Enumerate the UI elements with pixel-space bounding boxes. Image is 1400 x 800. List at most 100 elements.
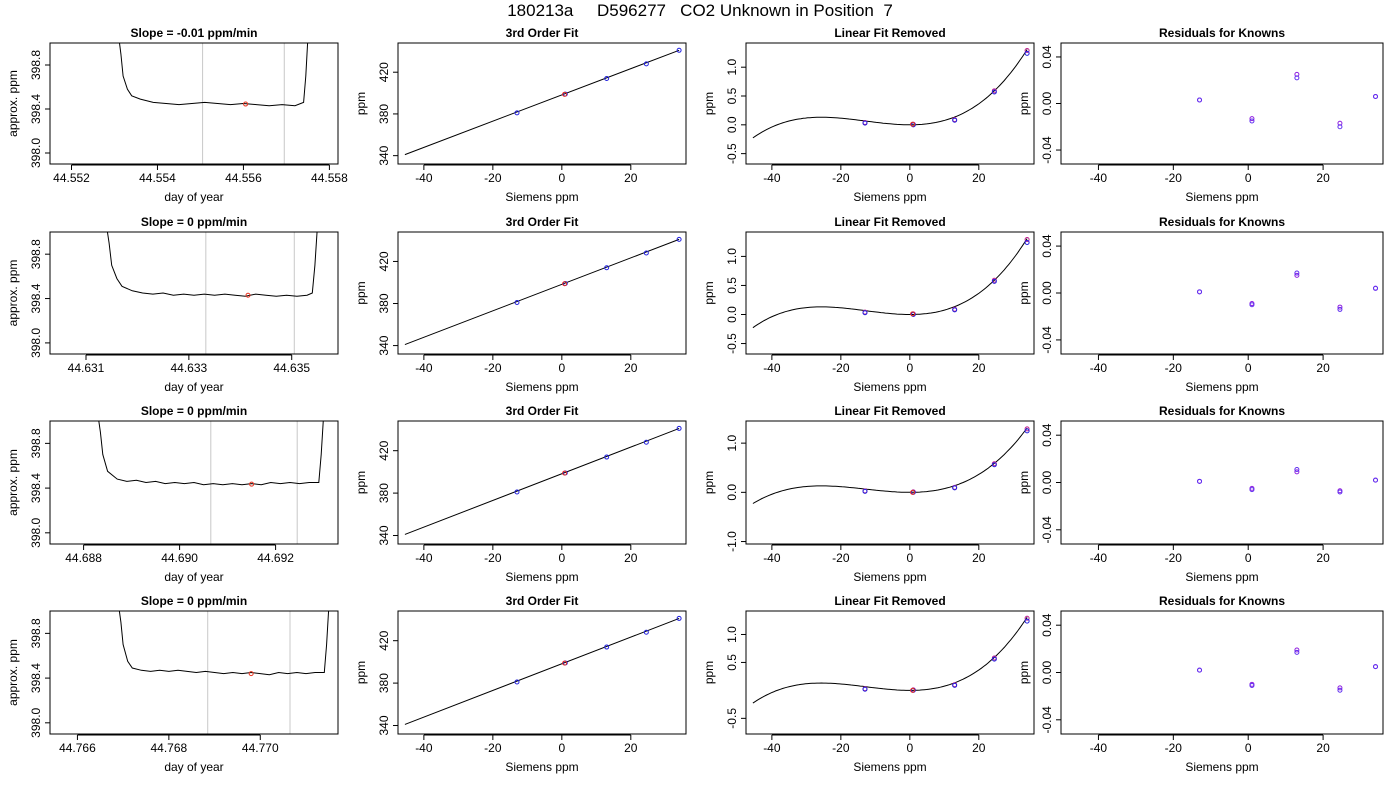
known-point: [1024, 239, 1030, 245]
y-tick-label: 380: [377, 104, 391, 124]
chart-title: Linear Fit Removed: [834, 404, 945, 418]
x-tick-label: -40: [1090, 741, 1108, 755]
y-axis-label: approx. ppm: [6, 449, 20, 516]
y-tick-label: 398.8: [29, 50, 43, 80]
plot-area: [752, 47, 1030, 139]
residual-point: [1294, 647, 1300, 653]
plot-frame: [745, 42, 1035, 165]
known-point: [952, 117, 958, 123]
x-tick-label: 0: [1245, 551, 1252, 565]
x-tick-label: 44.556: [225, 171, 262, 185]
known-point: [604, 454, 610, 460]
known-point: [676, 236, 682, 242]
chart-title: Slope = -0.01 ppm/min: [130, 26, 257, 40]
plot-area: [752, 615, 1030, 704]
chart-title: Linear Fit Removed: [834, 594, 945, 608]
residual-point: [1373, 285, 1379, 291]
y-tick-label: 398.4: [29, 283, 43, 313]
ppm-trace: [98, 421, 324, 486]
y-axis-label: ppm: [1017, 92, 1031, 115]
x-axis-label: day of year: [164, 570, 223, 584]
known-point: [862, 310, 868, 316]
known-point: [1024, 237, 1030, 243]
chart-title: Residuals for Knowns: [1159, 215, 1285, 229]
x-tick-label: -40: [763, 361, 781, 375]
x-tick-label: 0: [1245, 171, 1252, 185]
known-point: [676, 47, 682, 53]
y-axis-label: ppm: [1017, 661, 1031, 684]
x-tick-label: -20: [484, 171, 502, 185]
known-point: [643, 61, 649, 67]
x-tick-label: -20: [484, 551, 502, 565]
x-tick-label: 20: [1316, 361, 1330, 375]
x-tick-label: 0: [558, 741, 565, 755]
plot-area: [404, 236, 682, 346]
y-tick-label: 420: [377, 440, 391, 460]
residual-point: [1249, 683, 1255, 689]
y-tick-label: 398.8: [29, 618, 43, 648]
plot-frame: [745, 420, 1035, 545]
y-tick-label: 0.04: [1040, 613, 1054, 637]
residual-point: [1197, 97, 1203, 103]
chart-title: 3rd Order Fit: [506, 594, 579, 608]
plot-frame: [49, 42, 339, 165]
x-tick-label: 44.690: [161, 551, 198, 565]
x-axis-label: Siemens ppm: [1185, 760, 1258, 774]
x-tick-label: -20: [1165, 361, 1183, 375]
plot-area: [1197, 71, 1379, 130]
y-tick-label: 340: [377, 145, 391, 165]
residual-point: [1337, 685, 1343, 691]
x-tick-label: 20: [624, 551, 638, 565]
unknown-point: [910, 489, 916, 495]
x-axis-label: day of year: [164, 760, 223, 774]
x-tick-label: 44.635: [273, 361, 310, 375]
y-tick-label: 0.00: [1040, 660, 1054, 684]
page-title: 180213a D596277 CO2 Unknown in Position …: [507, 1, 893, 20]
fit-line: [404, 427, 680, 535]
y-tick-label: 0.0: [725, 306, 739, 323]
plot-frame: [49, 610, 339, 735]
residual-point: [1337, 120, 1343, 126]
y-tick-label: 0.00: [1040, 281, 1054, 305]
x-tick-label: -40: [763, 741, 781, 755]
x-axis-label: Siemens ppm: [505, 190, 578, 204]
residual-point: [1294, 469, 1300, 475]
chart-panel-15: Linear Fit Removed -40 -20 0 20 Siemens ppm -0…: [702, 594, 1035, 774]
mean-point: [245, 292, 251, 298]
plot-frame: [397, 610, 687, 735]
x-tick-label: 44.766: [59, 741, 96, 755]
x-tick-label: -20: [832, 741, 850, 755]
y-tick-label: 340: [377, 715, 391, 735]
y-tick-label: 398.0: [29, 517, 43, 547]
x-tick-label: 44.768: [151, 741, 188, 755]
x-axis-label: day of year: [164, 190, 223, 204]
y-tick-label: -1.0: [725, 531, 739, 552]
x-axis-label: Siemens ppm: [853, 570, 926, 584]
x-tick-label: 20: [1316, 741, 1330, 755]
known-point: [604, 644, 610, 650]
y-tick-label: 340: [377, 335, 391, 355]
residual-point: [1197, 667, 1203, 673]
chart-panel-13: Slope = 0 ppm/min 44.766 44.768 44.770 day o…: [6, 594, 339, 774]
y-tick-label: 398.0: [29, 138, 43, 168]
residual-point: [1249, 116, 1255, 122]
chart-panel-8: Residuals for Knowns -40 -20 0 20 Siemens ppm…: [1017, 215, 1384, 394]
y-tick-label: 0.04: [1040, 234, 1054, 258]
known-point: [862, 488, 868, 494]
plot-frame: [397, 420, 687, 545]
plot-frame: [1060, 420, 1384, 545]
y-tick-label: 398.4: [29, 473, 43, 503]
x-tick-label: 20: [972, 551, 986, 565]
x-tick-label: 44.631: [68, 361, 105, 375]
x-tick-label: 0: [906, 361, 913, 375]
residual-point: [1373, 664, 1379, 670]
plot-area: [118, 43, 309, 164]
x-tick-label: 44.633: [171, 361, 208, 375]
y-tick-label: 380: [377, 293, 391, 313]
y-tick-label: -0.04: [1040, 516, 1054, 544]
x-tick-label: 44.558: [311, 171, 348, 185]
residual-point: [1294, 270, 1300, 276]
plot-area: [1197, 647, 1379, 693]
chart-title: 3rd Order Fit: [506, 404, 579, 418]
x-axis-label: Siemens ppm: [853, 760, 926, 774]
